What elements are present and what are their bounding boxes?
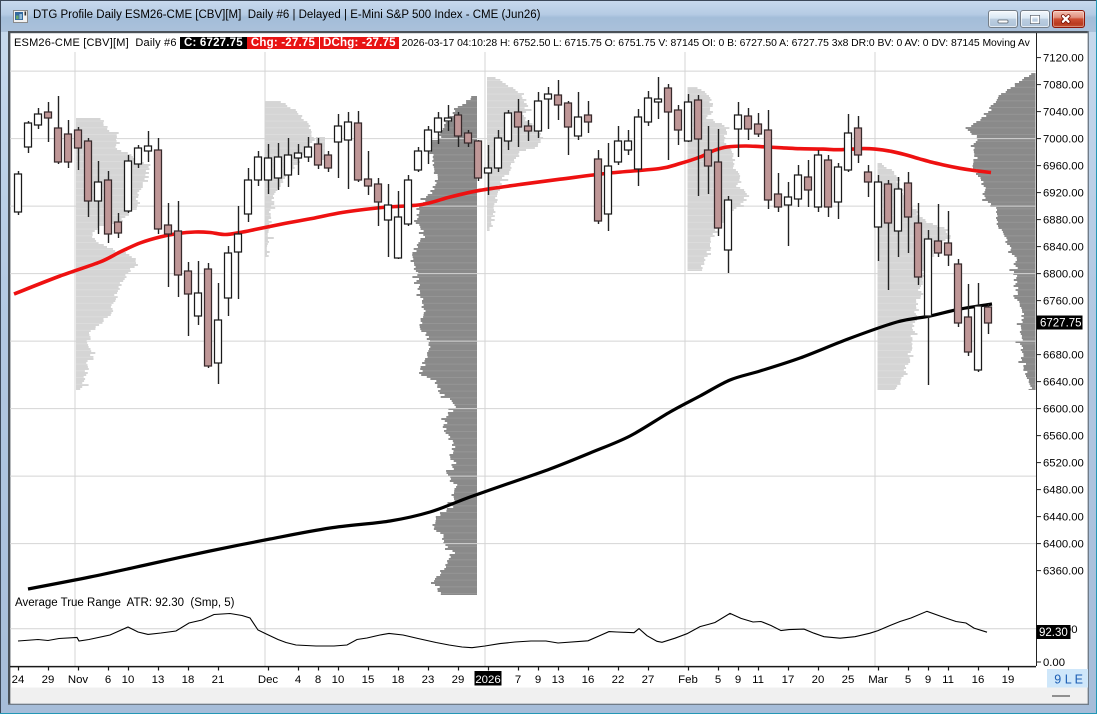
- svg-text:17: 17: [782, 674, 795, 686]
- svg-text:8: 8: [315, 674, 321, 686]
- svg-text:6600.00: 6600.00: [1043, 404, 1084, 416]
- svg-text:7120.00: 7120.00: [1043, 53, 1084, 65]
- svg-text:6920.00: 6920.00: [1043, 188, 1084, 200]
- svg-text:9: 9: [735, 674, 741, 686]
- svg-text:18: 18: [182, 674, 195, 686]
- svg-text:23: 23: [422, 674, 435, 686]
- svg-text:18: 18: [392, 674, 405, 686]
- svg-text:9 L E: 9 L E: [1054, 673, 1083, 687]
- svg-text:20: 20: [812, 674, 825, 686]
- svg-text:19: 19: [1002, 674, 1015, 686]
- svg-text:6760.00: 6760.00: [1043, 296, 1084, 308]
- svg-text:10: 10: [122, 674, 135, 686]
- svg-text:6520.00: 6520.00: [1043, 458, 1084, 470]
- svg-text:6400.00: 6400.00: [1043, 539, 1084, 551]
- svg-text:5: 5: [715, 674, 721, 686]
- svg-text:29: 29: [42, 674, 55, 686]
- svg-text:6680.00: 6680.00: [1043, 350, 1084, 362]
- svg-text:13: 13: [152, 674, 165, 686]
- svg-text:7: 7: [515, 674, 521, 686]
- svg-text:4: 4: [295, 674, 301, 686]
- svg-text:15: 15: [362, 674, 375, 686]
- svg-text:Dec: Dec: [258, 674, 279, 686]
- svg-text:Nov: Nov: [68, 674, 89, 686]
- svg-text:6840.00: 6840.00: [1043, 242, 1084, 254]
- svg-text:29: 29: [452, 674, 465, 686]
- svg-text:21: 21: [212, 674, 225, 686]
- svg-text:16: 16: [582, 674, 595, 686]
- svg-text:6440.00: 6440.00: [1043, 512, 1084, 524]
- svg-text:0.00: 0.00: [1043, 657, 1065, 669]
- svg-text:Mar: Mar: [868, 674, 888, 686]
- svg-text:6880.00: 6880.00: [1043, 215, 1084, 227]
- svg-text:25: 25: [842, 674, 855, 686]
- svg-text:2026: 2026: [475, 674, 500, 686]
- svg-text:92.30: 92.30: [1039, 627, 1068, 639]
- svg-text:7040.00: 7040.00: [1043, 107, 1084, 119]
- svg-text:6800.00: 6800.00: [1043, 269, 1084, 281]
- svg-text:16: 16: [972, 674, 985, 686]
- svg-text:11: 11: [752, 674, 764, 686]
- svg-text:6360.00: 6360.00: [1043, 566, 1084, 578]
- svg-text:13: 13: [552, 674, 565, 686]
- svg-text:11: 11: [942, 674, 954, 686]
- svg-text:9: 9: [535, 674, 541, 686]
- svg-text:7000.00: 7000.00: [1043, 134, 1084, 146]
- svg-text:7080.00: 7080.00: [1043, 80, 1084, 92]
- svg-text:24: 24: [12, 674, 25, 686]
- svg-text:6560.00: 6560.00: [1043, 431, 1084, 443]
- svg-text:10: 10: [332, 674, 345, 686]
- svg-text:6640.00: 6640.00: [1043, 377, 1084, 389]
- svg-text:22: 22: [612, 674, 625, 686]
- svg-text:9: 9: [925, 674, 931, 686]
- svg-text:6727.75: 6727.75: [1040, 318, 1082, 330]
- svg-text:6960.00: 6960.00: [1043, 161, 1084, 173]
- svg-text:6480.00: 6480.00: [1043, 485, 1084, 497]
- svg-text:Feb: Feb: [678, 674, 698, 686]
- svg-text:6: 6: [105, 674, 111, 686]
- svg-text:27: 27: [642, 674, 655, 686]
- svg-text:5: 5: [905, 674, 911, 686]
